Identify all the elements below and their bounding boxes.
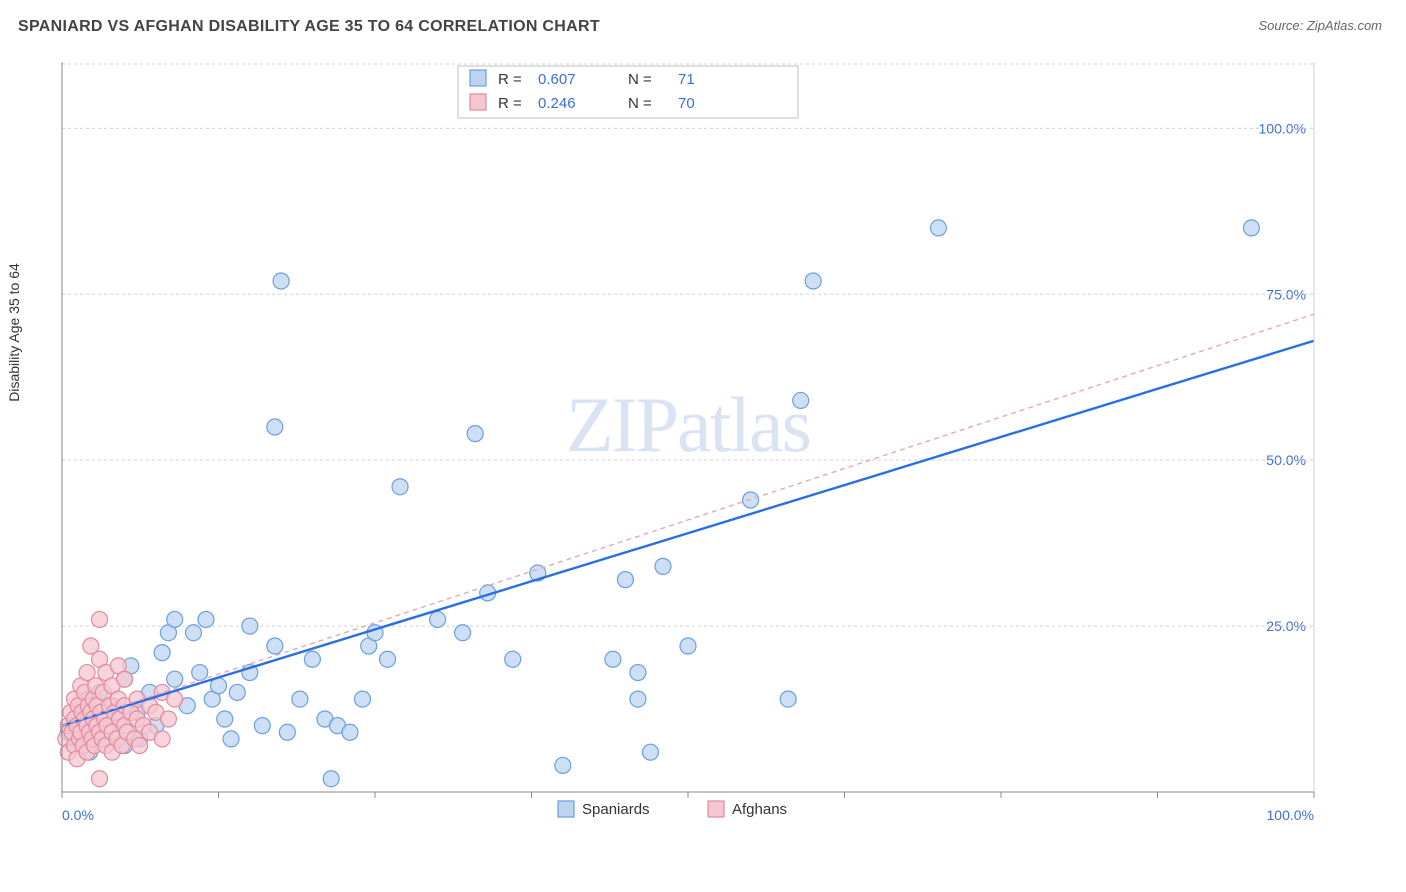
data-point xyxy=(92,611,108,627)
grid xyxy=(62,64,1314,626)
data-point xyxy=(154,731,170,747)
data-point xyxy=(380,651,396,667)
r-label: R = xyxy=(498,71,522,88)
legend-swatch xyxy=(708,801,724,817)
r-value: 0.246 xyxy=(538,95,576,112)
watermark: ZIPatlas xyxy=(566,381,810,468)
data-point xyxy=(117,671,133,687)
data-point xyxy=(392,479,408,495)
n-label: N = xyxy=(628,71,652,88)
data-point xyxy=(229,684,245,700)
legend-swatch xyxy=(558,801,574,817)
data-point xyxy=(154,645,170,661)
data-point xyxy=(92,771,108,787)
data-point xyxy=(167,611,183,627)
series-legend: Spaniards Afghans xyxy=(558,801,787,818)
data-point xyxy=(555,757,571,773)
data-point xyxy=(304,651,320,667)
data-point xyxy=(455,625,471,641)
data-point xyxy=(354,691,370,707)
trend-line-afghans xyxy=(62,314,1314,725)
r-value: 0.607 xyxy=(538,71,576,88)
data-point xyxy=(780,691,796,707)
data-point xyxy=(793,392,809,408)
chart-title: SPANIARD VS AFGHAN DISABILITY AGE 35 TO … xyxy=(18,18,600,36)
data-point xyxy=(605,651,621,667)
data-point xyxy=(655,558,671,574)
chart-source: Source: ZipAtlas.com xyxy=(1258,18,1382,33)
n-value: 71 xyxy=(678,71,695,88)
data-point xyxy=(467,426,483,442)
legend-swatch xyxy=(470,94,486,110)
chart-header: SPANIARD VS AFGHAN DISABILITY AGE 35 TO … xyxy=(0,0,1406,42)
data-point xyxy=(223,731,239,747)
n-value: 70 xyxy=(678,95,695,112)
legend-label: Afghans xyxy=(732,801,787,818)
x-max-label: 100.0% xyxy=(1267,807,1314,823)
data-point xyxy=(217,711,233,727)
n-label: N = xyxy=(628,95,652,112)
data-point xyxy=(254,718,270,734)
r-label: R = xyxy=(498,95,522,112)
data-point xyxy=(132,738,148,754)
data-point xyxy=(342,724,358,740)
data-point xyxy=(630,691,646,707)
data-point xyxy=(630,665,646,681)
data-point xyxy=(930,220,946,236)
legend-label: Spaniards xyxy=(582,801,650,818)
correlation-scatter-chart: 25.0%50.0%75.0%100.0%ZIPatlas0.0%100.0%R… xyxy=(18,52,1328,852)
series-spaniards xyxy=(60,220,1259,787)
data-point xyxy=(267,419,283,435)
data-point xyxy=(273,273,289,289)
y-axis-label: Disability Age 35 to 64 xyxy=(6,263,22,402)
x-min-label: 0.0% xyxy=(62,807,94,823)
chart-area: Disability Age 35 to 64 25.0%50.0%75.0%1… xyxy=(18,52,1382,874)
data-point xyxy=(185,625,201,641)
data-point xyxy=(198,611,214,627)
data-point xyxy=(160,711,176,727)
data-point xyxy=(430,611,446,627)
data-point xyxy=(642,744,658,760)
data-point xyxy=(680,638,696,654)
data-point xyxy=(617,572,633,588)
data-point xyxy=(267,638,283,654)
data-point xyxy=(805,273,821,289)
data-point xyxy=(192,665,208,681)
legend-swatch xyxy=(470,70,486,86)
data-point xyxy=(323,771,339,787)
data-point xyxy=(242,618,258,634)
data-point xyxy=(292,691,308,707)
data-point xyxy=(279,724,295,740)
data-point xyxy=(505,651,521,667)
data-point xyxy=(167,671,183,687)
data-point xyxy=(1243,220,1259,236)
